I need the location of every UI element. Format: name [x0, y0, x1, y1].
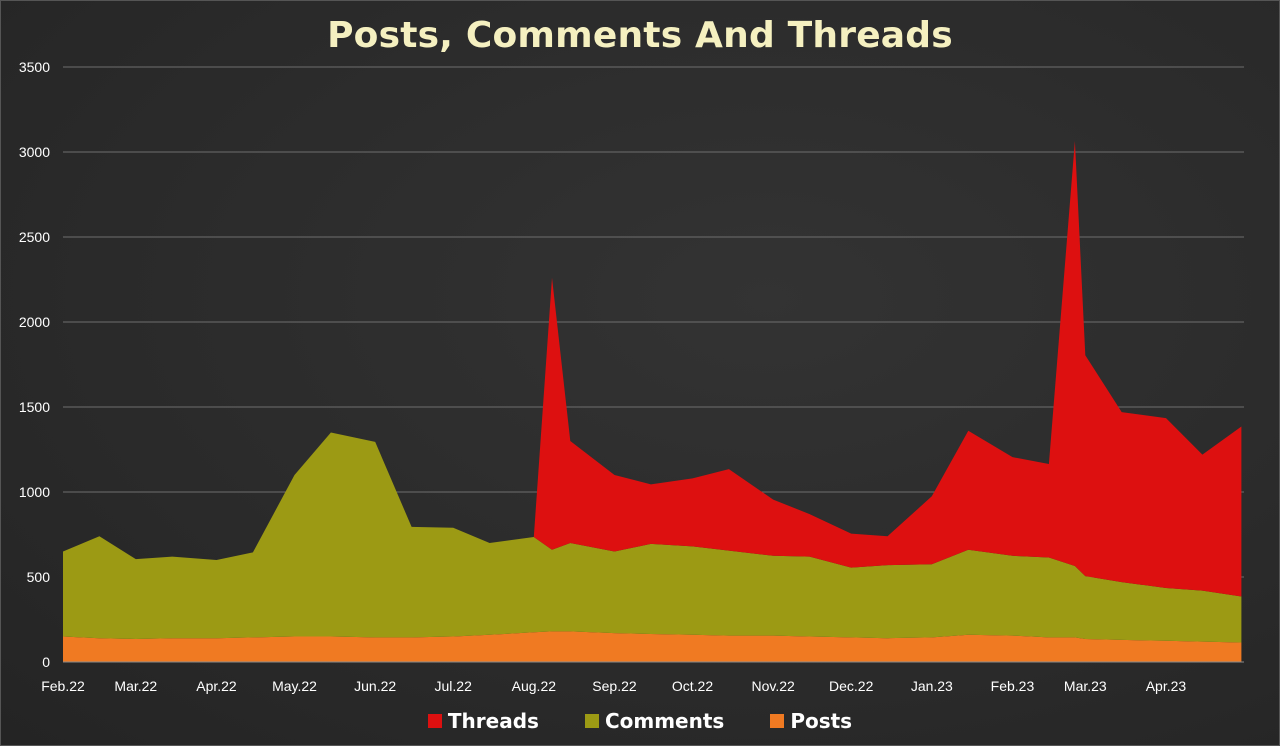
x-tick-label: Jun.22 — [354, 678, 396, 694]
legend-label: Threads — [447, 709, 539, 733]
x-tick-label: Nov.22 — [751, 678, 795, 694]
x-tick-label: Oct.22 — [672, 678, 713, 694]
legend-label: Comments — [604, 709, 725, 733]
chart-title: Posts, Comments And Threads — [327, 15, 953, 56]
y-tick-label: 2500 — [19, 229, 50, 245]
series-area-posts — [63, 631, 1242, 662]
y-tick-label: 500 — [27, 569, 51, 585]
x-tick-label: Apr.23 — [1146, 678, 1187, 694]
chart-plot-area: 0 500 1000 1500 2000 2500 3000 3500 Feb.22 Mar.22… — [19, 59, 1244, 694]
y-tick-label: 3500 — [19, 59, 50, 75]
legend-swatch — [770, 714, 785, 728]
x-tick-label: Sep.22 — [592, 678, 637, 694]
x-tick-label: Aug.22 — [512, 678, 557, 694]
legend-item: Comments — [584, 709, 725, 733]
x-tick-label: Mar.23 — [1064, 678, 1107, 694]
legend-swatch — [584, 714, 599, 728]
y-tick-label: 2000 — [19, 314, 50, 330]
x-tick-label: May.22 — [272, 678, 317, 694]
legend-item: Threads — [427, 709, 539, 733]
legend-swatch — [427, 714, 442, 728]
x-tick-label: Jul.22 — [435, 678, 473, 694]
series-area-threads — [63, 141, 1242, 597]
y-tick-label: 1500 — [19, 399, 50, 415]
x-tick-label: Feb.22 — [41, 678, 85, 694]
y-tick-label: 0 — [42, 654, 50, 670]
legend-label: Posts — [790, 709, 853, 733]
x-tick-label: Apr.22 — [196, 678, 237, 694]
series-area-comments — [63, 432, 1242, 643]
x-tick-label: Jan.23 — [911, 678, 953, 694]
x-tick-label: Dec.22 — [829, 678, 874, 694]
x-tick-label: Mar.22 — [114, 678, 157, 694]
legend-item: Posts — [770, 709, 852, 733]
y-tick-label: 1000 — [19, 484, 50, 500]
y-tick-label: 3000 — [19, 144, 50, 160]
x-tick-label: Feb.23 — [991, 678, 1035, 694]
chart-legend: Threads Comments Posts — [1, 709, 1279, 733]
